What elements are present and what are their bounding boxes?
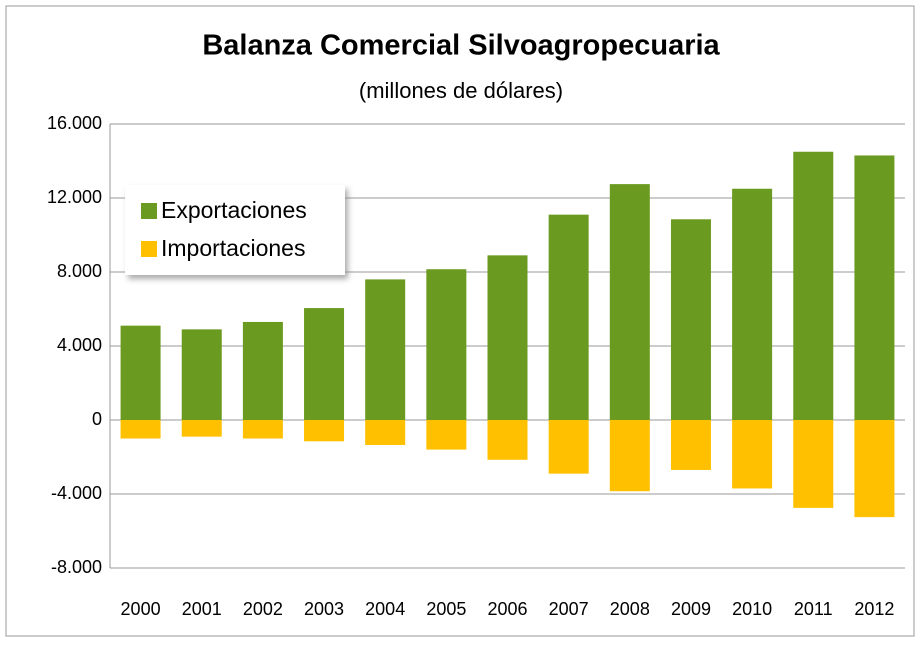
y-tick-label: 8.000 [57, 261, 102, 281]
x-tick-label: 2012 [854, 599, 894, 619]
bar [426, 420, 467, 450]
x-tick-label: 2004 [365, 599, 405, 619]
y-tick-label: -8.000 [51, 557, 102, 577]
x-tick-label: 2011 [794, 599, 833, 619]
bar [181, 420, 222, 437]
y-tick-label: 0 [92, 409, 102, 429]
bar [732, 420, 773, 489]
bar [732, 188, 773, 420]
bar [670, 420, 711, 470]
legend-label: Importaciones [161, 235, 305, 261]
x-tick-label: 2010 [732, 599, 772, 619]
y-tick-label: 12.000 [47, 187, 102, 207]
bar [793, 420, 834, 508]
bar [487, 420, 528, 460]
x-tick-label: 2000 [121, 599, 161, 619]
y-tick-label: 16.000 [47, 113, 102, 133]
bar [426, 269, 467, 420]
x-tick-label: 2009 [671, 599, 711, 619]
bar [120, 325, 161, 420]
bar [304, 420, 345, 442]
bar [670, 219, 711, 420]
bar [548, 214, 589, 420]
y-tick-label: -4.000 [51, 483, 102, 503]
bar [181, 329, 222, 420]
bar [365, 279, 406, 420]
bar [548, 420, 589, 474]
bar [487, 255, 528, 420]
bar [854, 155, 895, 420]
legend-box [125, 185, 345, 275]
bar [854, 420, 895, 518]
x-tick-label: 2007 [549, 599, 589, 619]
x-tick-label: 2006 [487, 599, 527, 619]
chart-title: Balanza Comercial Silvoagropecuaria [202, 30, 720, 62]
chart-subtitle: (millones de dólares) [359, 78, 563, 103]
bar [609, 420, 650, 492]
bar [242, 420, 283, 439]
legend-swatch [141, 241, 157, 257]
legend-swatch [141, 203, 157, 219]
bar [609, 184, 650, 420]
bar [793, 151, 834, 420]
bar [365, 420, 406, 445]
x-tick-label: 2001 [182, 599, 222, 619]
y-tick-label: 4.000 [57, 335, 102, 355]
x-tick-label: 2008 [610, 599, 650, 619]
x-tick-label: 2005 [426, 599, 466, 619]
x-tick-label: 2002 [243, 599, 283, 619]
legend-label: Exportaciones [161, 197, 307, 223]
bar [304, 308, 345, 420]
x-tick-label: 2003 [304, 599, 344, 619]
bar [120, 420, 161, 439]
bar [242, 321, 283, 420]
